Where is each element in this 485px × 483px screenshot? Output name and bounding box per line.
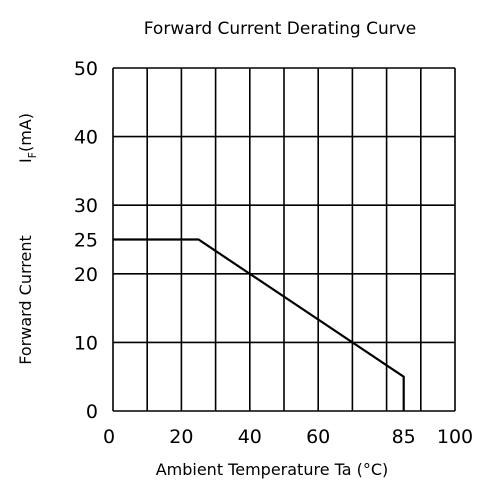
y-tick-label: 30 <box>74 195 98 217</box>
y-tick-label: 20 <box>74 264 98 286</box>
y-tick-label: 50 <box>74 58 98 80</box>
y-axis-label-symbol: IF(mA) <box>16 113 39 163</box>
x-axis-label: Ambient Temperature Ta (°C) <box>156 460 389 479</box>
y-axis-label-main: Forward Current <box>16 235 35 365</box>
x-tick-label: 40 <box>238 426 262 448</box>
x-tick-label: 85 <box>392 426 416 448</box>
y-tick-label: 25 <box>74 230 98 252</box>
series-layer <box>113 238 405 411</box>
x-tick-label: 20 <box>169 426 193 448</box>
y-axis-subscript: F <box>26 152 39 158</box>
chart-title: Forward Current Derating Curve <box>144 19 417 39</box>
y-axis-unit: (mA) <box>16 113 35 152</box>
y-axis-symbol: I <box>16 158 35 163</box>
y-tick-label: 0 <box>86 401 98 423</box>
derating-curve-line <box>113 238 405 411</box>
x-tick-label: 60 <box>306 426 330 448</box>
x-tick-label: 100 <box>437 426 473 448</box>
x-tick-label: 0 <box>103 426 115 448</box>
chart-grid <box>112 67 456 412</box>
y-tick-label: 40 <box>74 127 98 149</box>
y-tick-label: 10 <box>74 332 98 354</box>
tick-labels: 0 10 20 25 30 40 50 0 20 40 60 85 100 <box>74 58 473 448</box>
